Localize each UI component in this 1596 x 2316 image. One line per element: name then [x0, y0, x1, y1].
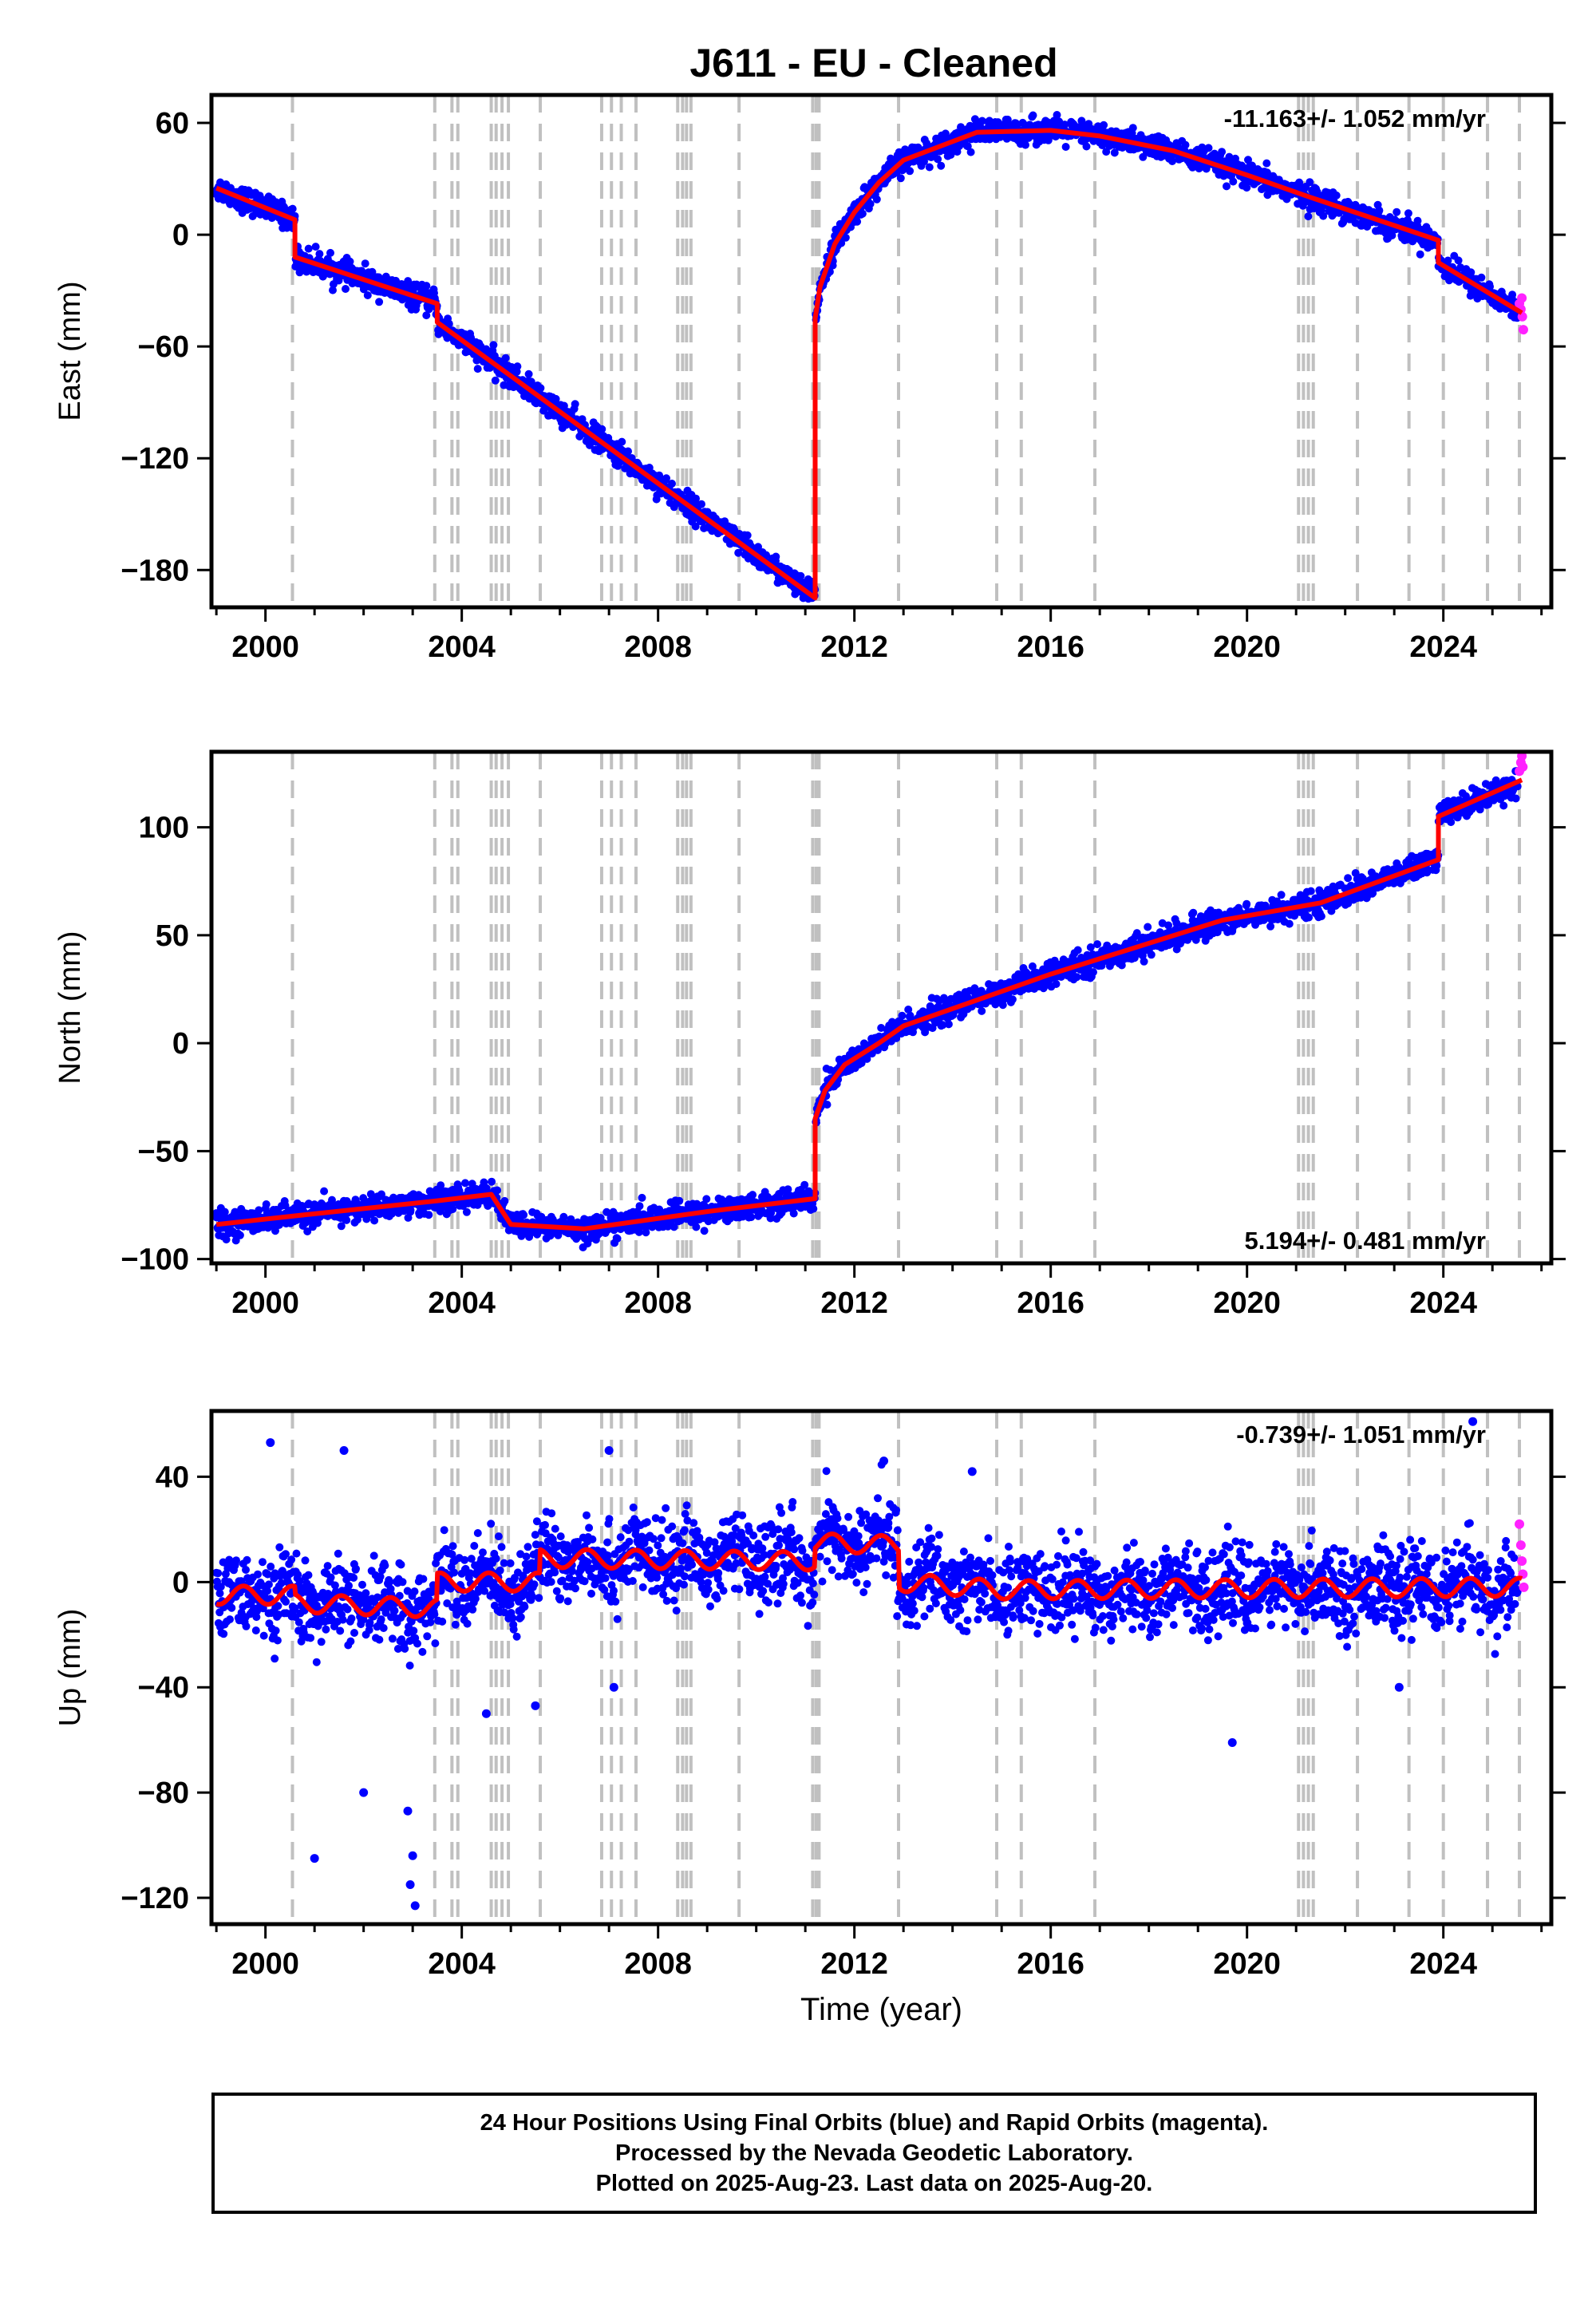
y-axis-label: North (mm): [53, 931, 87, 1084]
footer-box: 24 Hour Positions Using Final Orbits (bl…: [211, 2093, 1537, 2214]
outlier-point: [339, 1445, 349, 1455]
rapid-points: [1515, 293, 1528, 335]
outlier-point: [408, 1851, 417, 1860]
y-axis: 40 0 −40 −80 −120: [120, 1460, 1566, 1915]
x-tick-label: 2016: [1017, 630, 1084, 664]
x-tick-label: 2008: [624, 1947, 692, 1981]
rate-label: -0.739+/- 1.051 mm/yr: [1236, 1421, 1486, 1448]
footer-line-2: Processed by the Nevada Geodetic Laborat…: [615, 2140, 1133, 2166]
rapid-point: [1517, 293, 1527, 303]
outlier-point: [410, 1901, 420, 1911]
rapid-point: [1518, 761, 1528, 772]
outlier-point: [1227, 1737, 1237, 1747]
outlier-point: [531, 1701, 540, 1710]
y-axis-label: Up (mm): [53, 1609, 87, 1727]
x-tick-label: 2020: [1213, 1286, 1281, 1320]
outlier-point: [609, 1682, 618, 1692]
outlier-point: [481, 1709, 491, 1718]
y-axis: 100 50 0 −50 −100: [120, 812, 1566, 1277]
panel-frame: [209, 93, 1554, 610]
y-tick-label: −100: [120, 1243, 189, 1277]
panel-frame: [209, 749, 1554, 1266]
final-points-cloud: [212, 111, 1522, 603]
final-points-cloud: [212, 767, 1522, 1251]
y-tick-label: 50: [156, 919, 189, 953]
x-tick-label: 2000: [231, 1286, 299, 1320]
x-tick-label: 2008: [624, 630, 692, 664]
model-line: [215, 777, 1523, 1231]
chart-title: J611 - EU - Cleaned: [689, 41, 1057, 85]
panel-frame: [209, 1409, 1554, 1927]
rate-label: -11.163+/- 1.052 mm/yr: [1224, 105, 1486, 132]
outlier-point: [405, 1880, 415, 1890]
model-line: [215, 1531, 1524, 1619]
outlier-point: [310, 1854, 319, 1863]
y-tick-label: 0: [172, 1027, 189, 1061]
x-tick-label: 2012: [820, 630, 888, 664]
y-axis: 60 0 −60 −120 −180: [120, 107, 1566, 587]
x-tick-label: 2012: [820, 1947, 888, 1981]
rapid-point: [1518, 325, 1528, 335]
outlier-point: [266, 1438, 275, 1448]
outlier-point: [604, 1445, 614, 1455]
y-tick-label: −180: [120, 554, 189, 587]
event-lines: [290, 1411, 1522, 1924]
outlier-point: [1468, 1417, 1478, 1426]
y-tick-label: 60: [156, 107, 189, 140]
x-axis: 2000 2004 2008 2012 2016 2020 2024: [215, 1924, 1543, 1981]
rapid-points: [1515, 1519, 1529, 1592]
rapid-point: [1515, 1540, 1526, 1551]
final-points: [212, 767, 1522, 1251]
footer-line-1: 24 Hour Positions Using Final Orbits (bl…: [480, 2110, 1269, 2136]
y-tick-label: 100: [139, 812, 189, 845]
y-tick-label: −40: [138, 1671, 189, 1705]
final-points: [212, 1417, 1522, 1911]
final-points-cloud: [212, 1460, 1522, 1670]
x-axis: 2000 2004 2008 2012 2016 2020 2024: [215, 607, 1543, 664]
rapid-point: [1515, 1519, 1525, 1529]
y-tick-label: −80: [138, 1777, 189, 1810]
x-tick-label: 2004: [428, 630, 496, 664]
x-tick-label: 2016: [1017, 1286, 1084, 1320]
x-tick-label: 2004: [428, 1947, 496, 1981]
x-tick-label: 2024: [1409, 1947, 1477, 1981]
x-tick-label: 2004: [428, 1286, 496, 1320]
x-tick-label: 2000: [231, 630, 299, 664]
rapid-points: [1515, 751, 1528, 777]
y-tick-label: −120: [120, 1882, 189, 1915]
x-tick-label: 2008: [624, 1286, 692, 1320]
rapid-point: [1519, 1582, 1529, 1592]
rate-label: 5.194+/- 0.481 mm/yr: [1245, 1227, 1486, 1255]
x-axis-label: Time (year): [800, 1992, 962, 2027]
y-axis-label: East (mm): [53, 281, 87, 421]
y-tick-label: −120: [120, 442, 189, 476]
rapid-point: [1517, 1555, 1527, 1566]
panel-up: 2000 2004 2008 2012 2016 2020 2024 40 0 −40 −80 −12…: [53, 1409, 1566, 2027]
y-tick-label: 40: [156, 1460, 189, 1494]
x-tick-label: 2000: [231, 1947, 299, 1981]
y-tick-label: −50: [138, 1135, 189, 1168]
outlier-point: [403, 1806, 413, 1816]
outlier-point: [1394, 1682, 1404, 1692]
x-axis: 2000 2004 2008 2012 2016 2020 2024: [215, 1263, 1543, 1320]
panel-east: 2000 2004 2008 2012 2016 2020 2024 60 0 −60 −120 −1…: [53, 93, 1566, 664]
x-tick-label: 2024: [1409, 1286, 1477, 1320]
x-tick-label: 2020: [1213, 1947, 1281, 1981]
y-tick-label: 0: [172, 1566, 189, 1599]
y-tick-label: 0: [172, 219, 189, 252]
final-points: [212, 111, 1522, 603]
outlier-point: [967, 1467, 977, 1476]
x-tick-label: 2012: [820, 1286, 888, 1320]
x-tick-label: 2024: [1409, 630, 1477, 664]
x-tick-label: 2016: [1017, 1947, 1084, 1981]
x-tick-label: 2020: [1213, 630, 1281, 664]
outlier-point: [879, 1456, 889, 1466]
footer-line-3: Plotted on 2025-Aug-23. Last data on 202…: [595, 2171, 1153, 2196]
panel-north: 2000 2004 2008 2012 2016 2020 2024 100 50 0 −50 −10…: [53, 749, 1566, 1320]
y-tick-label: −60: [138, 330, 189, 364]
model-line: [215, 128, 1523, 601]
outlier-point: [359, 1788, 369, 1797]
